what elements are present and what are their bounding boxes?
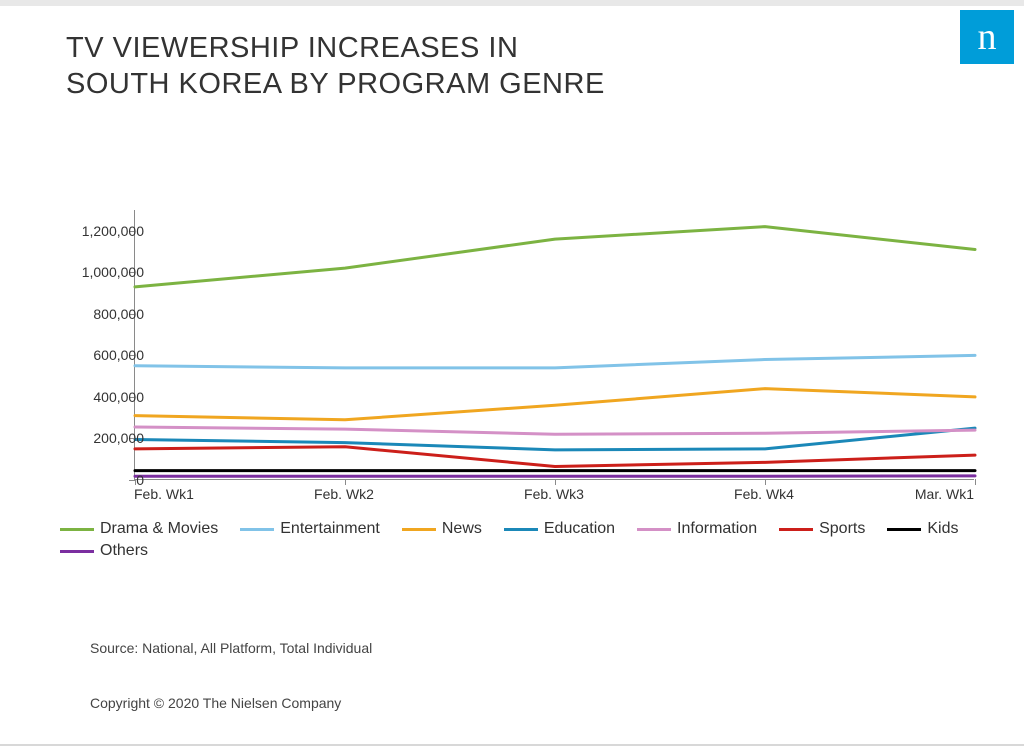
legend-label: Drama & Movies xyxy=(100,520,218,538)
y-axis-label: 200,000 xyxy=(54,430,144,446)
legend-swatch xyxy=(504,528,538,531)
legend-item: Entertainment xyxy=(240,520,380,538)
top-accent-bar xyxy=(0,0,1024,6)
y-axis-label: 1,000,000 xyxy=(54,264,144,280)
x-axis-label: Feb. Wk2 xyxy=(314,486,374,502)
legend-swatch xyxy=(60,550,94,553)
x-axis-tick xyxy=(765,479,766,485)
x-axis-tick xyxy=(555,479,556,485)
copyright-note: Copyright © 2020 The Nielsen Company xyxy=(90,695,341,711)
legend-label: Entertainment xyxy=(280,520,380,538)
y-axis-label: 800,000 xyxy=(54,306,144,322)
legend-swatch xyxy=(887,528,921,531)
series-line xyxy=(135,427,975,434)
source-note: Source: National, All Platform, Total In… xyxy=(90,640,372,656)
legend-swatch xyxy=(240,528,274,531)
chart-legend: Drama & Movies Entertainment News Education… xyxy=(60,520,990,564)
x-axis-label: Feb. Wk4 xyxy=(734,486,794,502)
y-axis-label: 600,000 xyxy=(54,347,144,363)
legend-label: Others xyxy=(100,542,148,560)
chart-lines-svg xyxy=(135,210,975,480)
legend-item: Information xyxy=(637,520,757,538)
legend-item: Sports xyxy=(779,520,865,538)
series-line xyxy=(135,355,975,367)
legend-swatch xyxy=(637,528,671,531)
x-axis-label: Feb. Wk1 xyxy=(134,486,194,502)
series-line xyxy=(135,389,975,420)
y-axis-label: 1,200,000 xyxy=(54,223,144,239)
y-axis-label: 0 xyxy=(54,472,144,488)
chart-title: TV VIEWERSHIP INCREASES IN SOUTH KOREA B… xyxy=(66,30,606,103)
nielsen-logo-text: n xyxy=(978,15,997,59)
legend-label: News xyxy=(442,520,482,538)
y-axis-label: 400,000 xyxy=(54,389,144,405)
series-line xyxy=(135,227,975,287)
nielsen-logo: n xyxy=(960,10,1014,64)
chart-area: 0 200,000 400,000 600,000 800,000 1,000,000 1,… xyxy=(54,210,984,510)
x-axis-label: Mar. Wk1 xyxy=(915,486,974,502)
legend-item: Kids xyxy=(887,520,958,538)
legend-swatch xyxy=(60,528,94,531)
x-axis-tick xyxy=(975,479,976,485)
legend-swatch xyxy=(402,528,436,531)
legend-label: Kids xyxy=(927,520,958,538)
x-axis-label: Feb. Wk3 xyxy=(524,486,584,502)
legend-label: Information xyxy=(677,520,757,538)
legend-item: News xyxy=(402,520,482,538)
legend-item: Drama & Movies xyxy=(60,520,218,538)
legend-item: Education xyxy=(504,520,615,538)
legend-label: Sports xyxy=(819,520,865,538)
x-axis-tick xyxy=(345,479,346,485)
legend-swatch xyxy=(779,528,813,531)
chart-plot xyxy=(134,210,974,480)
legend-item: Others xyxy=(60,542,148,560)
legend-label: Education xyxy=(544,520,615,538)
